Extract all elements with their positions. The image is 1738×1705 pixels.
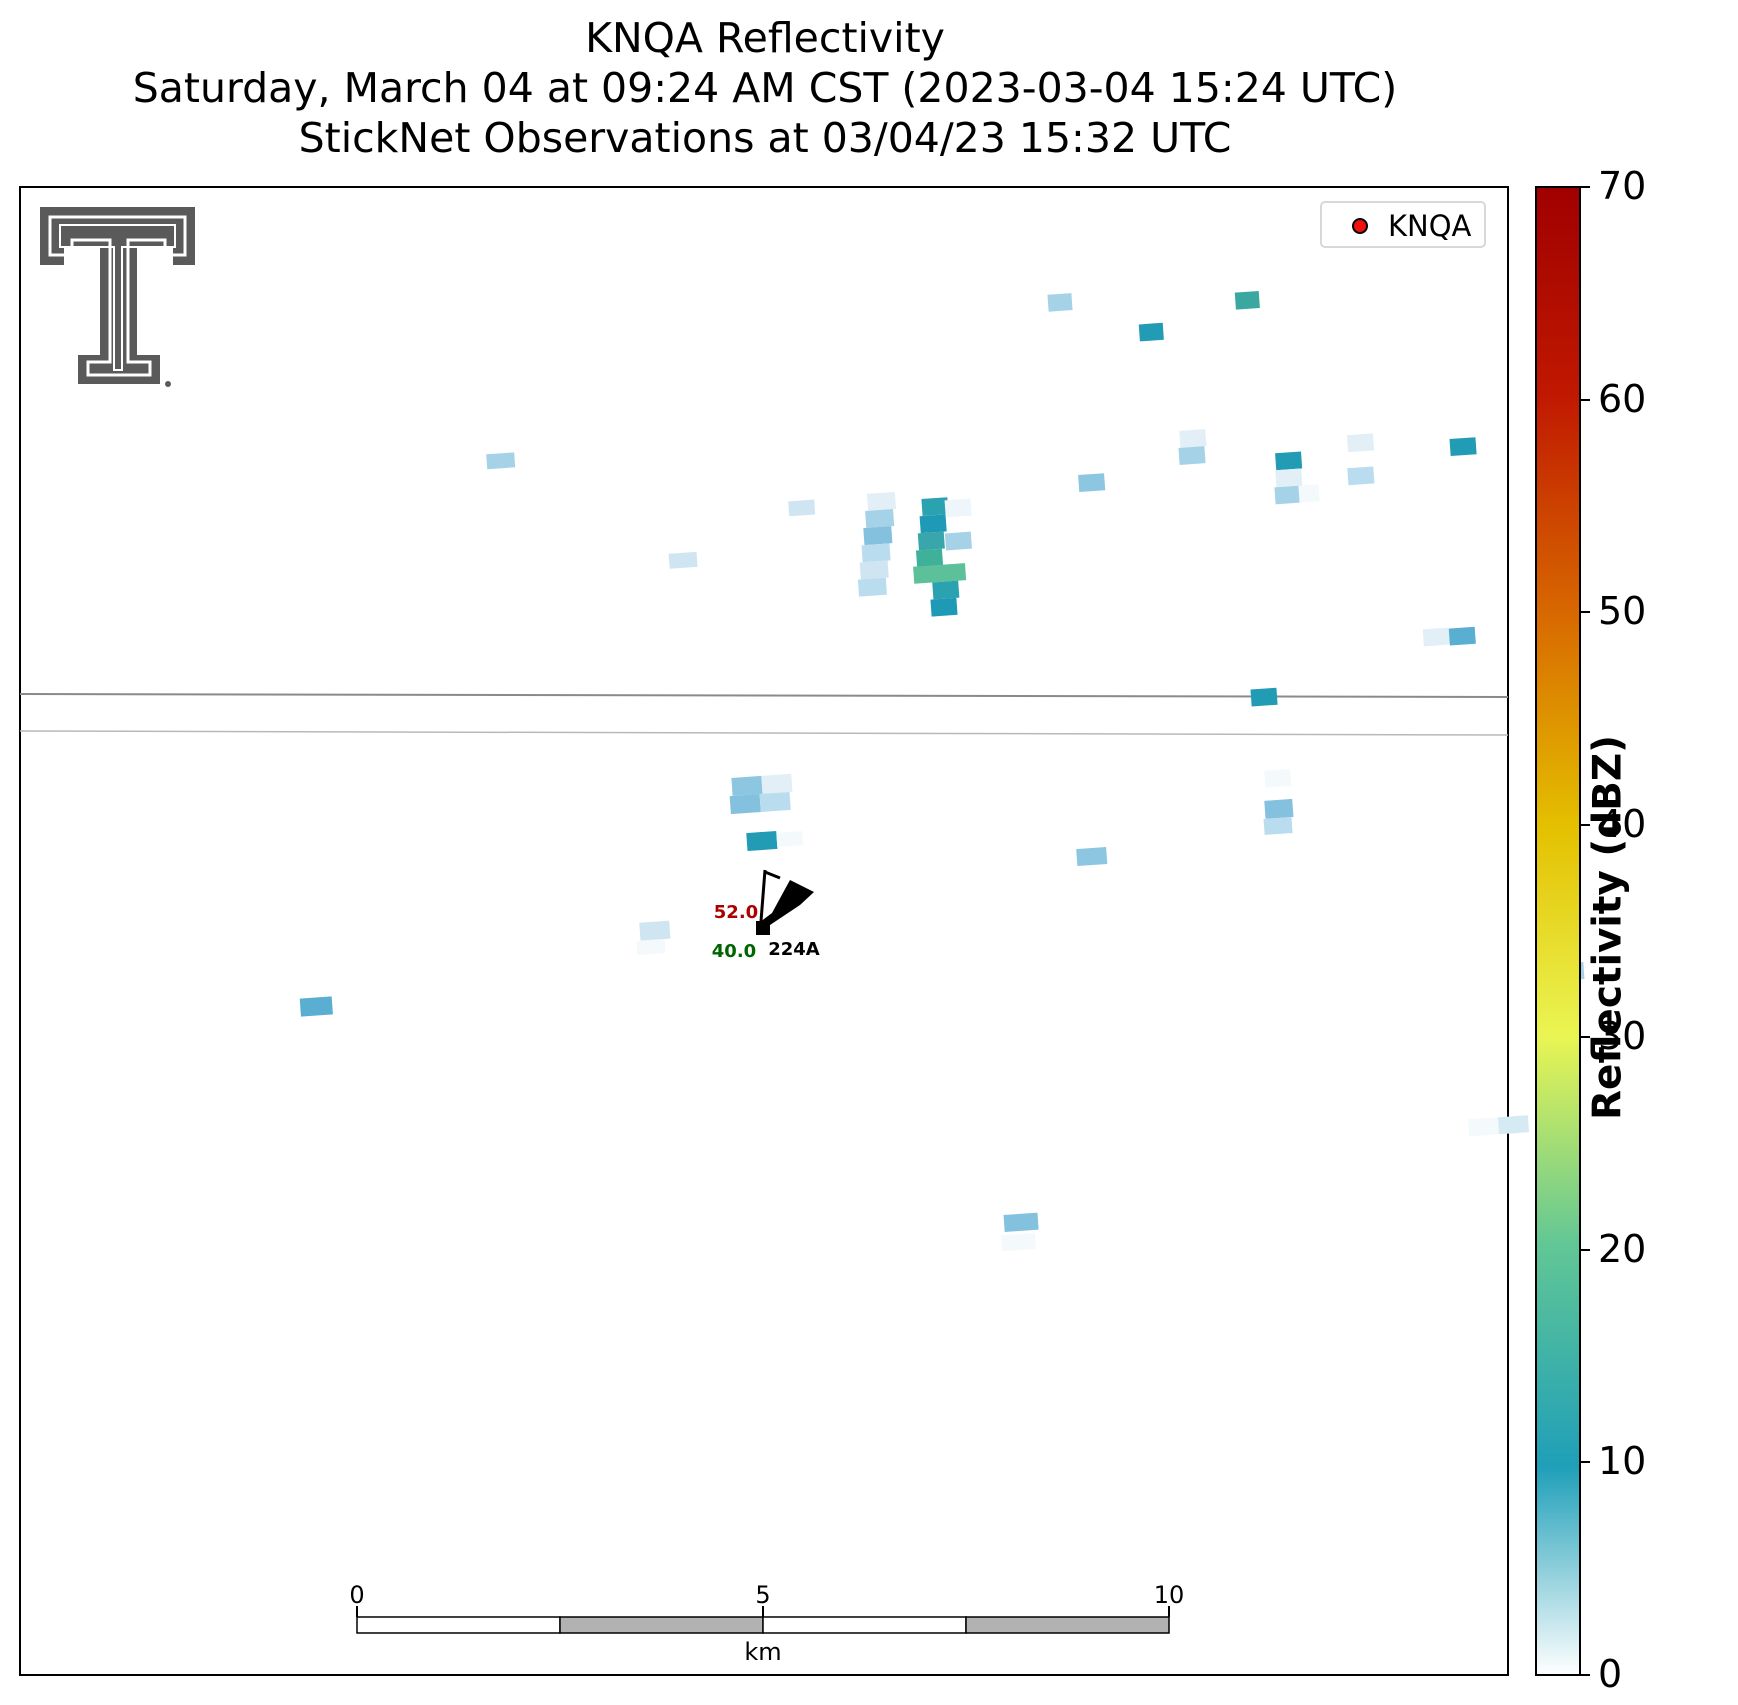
legend-label: KNQA: [1388, 209, 1472, 243]
gust-wedge: [756, 880, 814, 925]
radar-cell: [1274, 485, 1302, 505]
radar-cell: [1000, 1232, 1036, 1252]
texas-tech-double-t-logo: [40, 207, 195, 387]
title-line-3: StickNet Observations at 03/04/23 15:32 …: [298, 114, 1232, 162]
radar-cell: [866, 491, 897, 511]
radar-cell: [1179, 429, 1207, 448]
colorbar-tick-30: 30: [1598, 1014, 1647, 1058]
radar-cell: [921, 497, 949, 516]
radar-cell: [1076, 846, 1108, 867]
radar-cell: [1449, 437, 1477, 457]
radar-cell: [1047, 293, 1073, 312]
radar-cell: [486, 452, 516, 470]
radar-cell: [917, 531, 945, 551]
radar-cell: [915, 548, 944, 568]
colorbar-title: Reflectivity (dBZ): [1585, 735, 1631, 1120]
radar-cell: [1275, 468, 1303, 488]
radar-cell: [913, 563, 967, 584]
radar-cell: [636, 939, 666, 955]
scale-tick-10: 10: [1154, 1581, 1185, 1609]
radar-cell: [1346, 433, 1375, 453]
radar-cell: [865, 509, 895, 528]
radar-cell: [731, 775, 763, 796]
radar-cell: [1250, 687, 1278, 707]
scale-bar: 0 5 10 km: [349, 1581, 1184, 1666]
radar-cell: [919, 514, 947, 534]
colorbar-tick-60: 60: [1598, 377, 1647, 421]
radar-cell: [776, 831, 804, 847]
radar-cell: [1078, 473, 1106, 493]
radar-cell: [944, 531, 972, 551]
colorbar-tick-20: 20: [1598, 1227, 1647, 1271]
radar-cell: [1138, 322, 1164, 342]
radar-cell: [1468, 1117, 1500, 1137]
radar-cell: [930, 597, 958, 617]
station-temperature: 52.0: [714, 902, 758, 923]
radar-cell: [668, 551, 698, 569]
radar-cell: [1347, 466, 1375, 486]
radar-cell: [1298, 484, 1320, 503]
radar-cell: [861, 543, 891, 563]
colorbar-tick-50: 50: [1598, 589, 1647, 633]
map-frame: [19, 186, 1509, 1676]
radar-cell: [1234, 291, 1260, 310]
radar-cell: [759, 791, 791, 812]
radar-cell: [729, 794, 761, 815]
radar-cell: [299, 996, 333, 1017]
radar-cell: [1263, 816, 1293, 835]
sticknet-station-224A: 52.0 40.0 224A: [712, 869, 820, 962]
radar-cell: [1422, 627, 1450, 647]
radar-cell: [1264, 768, 1292, 788]
radar-cell: [944, 498, 972, 518]
radar-cell: [788, 499, 816, 517]
colorbar-tick-10: 10: [1598, 1439, 1647, 1483]
radar-cell: [746, 830, 778, 852]
radar-cell: [639, 920, 671, 941]
scale-tick-0: 0: [349, 1581, 364, 1609]
colorbar-gradient: [1535, 186, 1581, 1676]
road-line: [19, 730, 1509, 736]
wind-barb-flag: [764, 870, 781, 880]
colorbar-tick-0: 0: [1598, 1652, 1623, 1696]
radar-cell: [1448, 626, 1476, 646]
title-line-2: Saturday, March 04 at 09:24 AM CST (2023…: [132, 64, 1398, 112]
colorbar: [1535, 186, 1590, 1676]
station-marker: [756, 921, 770, 935]
title-line-1: KNQA Reflectivity: [585, 14, 945, 62]
colorbar-ticks: [1580, 186, 1590, 1676]
legend: KNQA: [1320, 201, 1486, 248]
colorbar-tick-70: 70: [1598, 164, 1647, 208]
scale-tick-5: 5: [755, 1581, 770, 1609]
radar-cell: [1275, 451, 1303, 471]
radar-cell: [1264, 798, 1294, 819]
station-dewpoint: 40.0: [712, 941, 756, 962]
radar-cell: [863, 526, 893, 546]
legend-marker-icon: [1352, 218, 1368, 234]
colorbar-tick-40: 40: [1598, 802, 1647, 846]
scale-unit: km: [744, 1638, 781, 1666]
radar-cell: [761, 773, 793, 794]
station-id: 224A: [768, 939, 820, 960]
radar-cell: [1497, 1115, 1530, 1135]
radar-cell: [1003, 1212, 1039, 1233]
radar-cell: [1178, 446, 1206, 465]
radar-cell: [857, 577, 887, 597]
radar-cell: [859, 560, 889, 580]
radar-cell: [932, 580, 960, 600]
